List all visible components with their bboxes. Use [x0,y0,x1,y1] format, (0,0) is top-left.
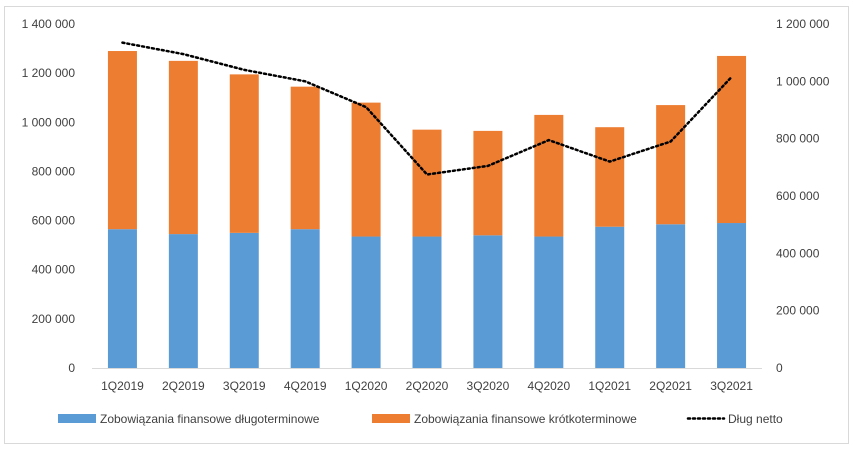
bar-short-term-3Q2020 [473,130,503,236]
y-left-tick-label: 1 200 000 [22,66,76,80]
y-right-tick-label: 1 200 000 [776,17,830,31]
x-tick-label: 1Q2019 [101,379,144,393]
y-right-tick-label: 800 000 [776,132,820,146]
legend-swatch [58,414,96,423]
x-tick-label: 3Q2020 [467,379,510,393]
bar-short-term-4Q2019 [290,86,320,230]
y-right-tick-label: 200 000 [776,304,820,318]
bar-long-term-2Q2021 [656,224,686,368]
y-right-tick-label: 400 000 [776,246,820,260]
bar-short-term-1Q2021 [595,127,625,227]
bar-long-term-3Q2021 [717,223,747,368]
y-left-tick-label: 200 000 [32,312,76,326]
bar-long-term-4Q2020 [534,236,564,368]
line-net-debt [121,41,733,176]
y-right-tick-label: 0 [776,361,783,375]
x-tick-label: 3Q2019 [223,379,266,393]
legend-item-short-term: Zobowiązania finansowe krótkoterminowe [372,412,637,426]
bar-short-term-3Q2021 [717,55,747,224]
bar-long-term-2Q2019 [168,234,198,368]
bar-short-term-3Q2019 [229,74,259,233]
bar-long-term-3Q2020 [473,235,503,368]
bar-long-term-1Q2021 [595,226,625,368]
line-group [121,41,733,176]
y-left-tick-label: 0 [68,361,75,375]
y-left-tick-label: 1 400 000 [22,17,76,31]
legend-label: Zobowiązania finansowe krótkoterminowe [414,412,637,426]
bar-short-term-2Q2019 [168,60,198,235]
legend-group: Zobowiązania finansowe długoterminowe Zob… [58,412,783,426]
x-tick-label: 1Q2021 [588,379,631,393]
x-tick-label: 3Q2021 [710,379,753,393]
axes-group: 0 200 000 400 000 600 000 800 000 1 000 000 1 … [22,17,830,393]
y-left-tick-label: 400 000 [32,263,76,277]
x-tick-label: 2Q2019 [162,379,205,393]
bar-short-term-4Q2020 [534,114,564,237]
legend-label: Zobowiązania finansowe długoterminowe [100,412,320,426]
bar-short-term-1Q2020 [351,102,381,237]
bar-short-term-2Q2020 [412,129,442,237]
x-tick-label: 4Q2020 [527,379,570,393]
x-tick-label: 2Q2021 [649,379,692,393]
y-left-tick-label: 600 000 [32,214,76,228]
y-right-tick-label: 600 000 [776,189,820,203]
legend-swatch [372,414,410,423]
x-tick-label: 1Q2020 [345,379,388,393]
legend-label: Dług netto [728,412,783,426]
y-left-tick-label: 800 000 [32,164,76,178]
bar-long-term-1Q2019 [107,229,137,368]
bar-long-term-3Q2019 [229,232,259,368]
y-right-tick-label: 1 000 000 [776,74,830,88]
bar-short-term-1Q2019 [107,51,137,230]
legend-item-net-debt: Dług netto [686,412,783,426]
legend-item-long-term: Zobowiązania finansowe długoterminowe [58,412,320,426]
y-left-tick-label: 1 000 000 [22,115,76,129]
bar-long-term-4Q2019 [290,229,320,368]
x-tick-label: 2Q2020 [406,379,449,393]
bars-group [107,51,747,368]
bar-long-term-1Q2020 [351,236,381,368]
bar-short-term-2Q2021 [656,105,686,225]
bar-long-term-2Q2020 [412,236,442,368]
x-tick-label: 4Q2019 [284,379,327,393]
